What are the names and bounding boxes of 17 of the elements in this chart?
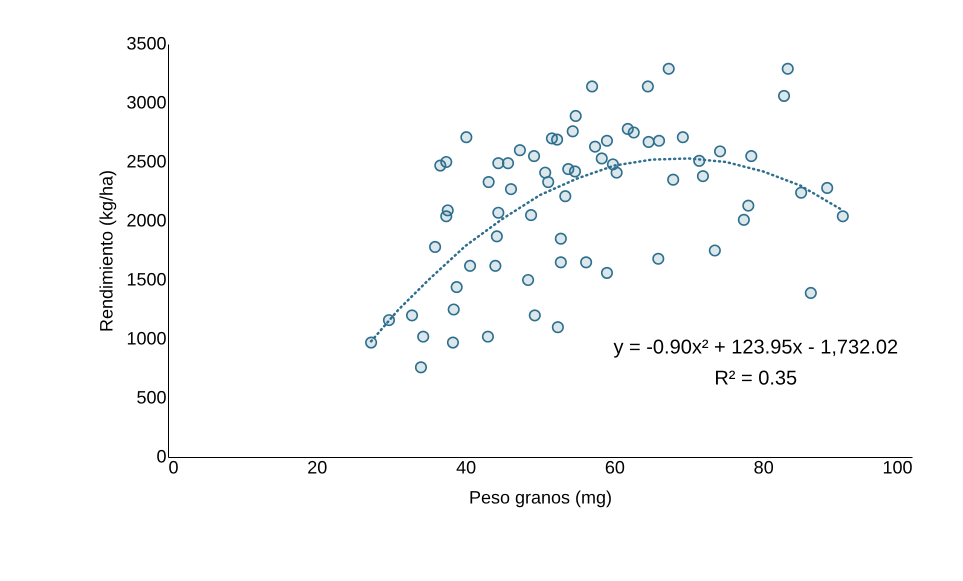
y-tick-label: 1500 [126,270,166,290]
y-tick-label: 500 [136,388,166,408]
x-axis-title: Peso granos (mg) [468,488,612,508]
x-tick-label: 80 [754,458,774,478]
y-tick-label: 2500 [126,152,166,172]
y-tick-label: 1000 [126,328,166,348]
annotation: y = -0.90x² + 123.95x - 1,732.02 [613,336,898,359]
x-tick-label: 0 [168,458,179,478]
annotation: R² = 0.35 [714,368,798,390]
y-tick-label: 3500 [126,34,166,54]
x-tick-label: 20 [307,458,328,478]
x-tick-label: 100 [882,458,912,478]
y-axis-title: Rendimiento (kg/ha) [96,170,116,332]
y-tick-label: 3000 [126,92,166,112]
y-tick-label: 2000 [126,210,166,230]
x-tick-label: 40 [456,458,476,478]
x-tick-label: 60 [604,458,625,478]
